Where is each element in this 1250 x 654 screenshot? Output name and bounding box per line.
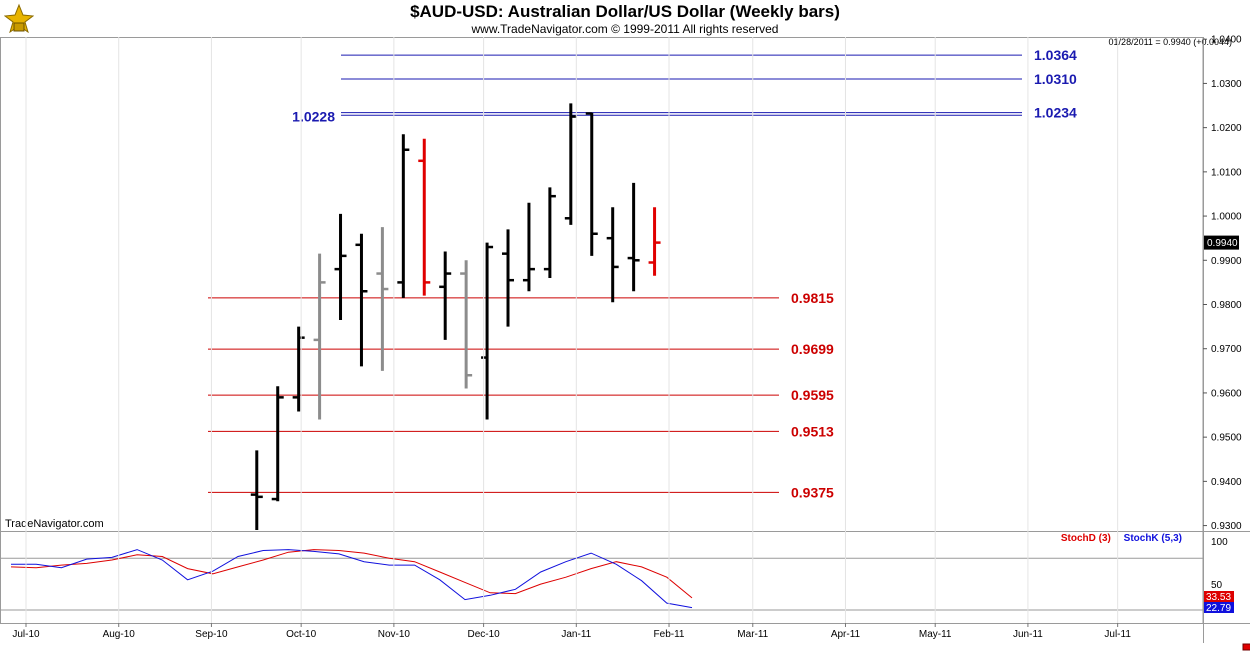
x-tick-label: Mar-11 (737, 629, 768, 640)
brand-watermark: TradeNavigator.com (5, 518, 104, 530)
y-tick-label: 1.0100 (1211, 167, 1242, 178)
x-tick-label: Jun-11 (1013, 629, 1043, 640)
ohlc-bar (460, 260, 473, 389)
ohlc-bar (292, 326, 305, 412)
stoch-d-line (10, 549, 693, 599)
x-tick-label: Sep-10 (195, 629, 228, 640)
ohlc-bar (250, 450, 263, 530)
tradenavigator-logo-icon (4, 3, 34, 33)
x-tick-label: Jan-11 (561, 629, 591, 640)
y-tick-label: 1.0000 (1211, 212, 1242, 223)
ohlc-bar (502, 229, 515, 327)
ohlc-bar (397, 134, 410, 298)
ohlc-bar (481, 242, 494, 420)
ohlc-bar (585, 112, 598, 256)
y-tick-label: 0.9900 (1211, 256, 1242, 267)
stoch-d-legend: StochD (3) (1060, 533, 1111, 544)
fib-label-red: 0.9699 (791, 341, 834, 357)
y-tick-label: 0.9600 (1211, 388, 1242, 399)
ohlc-bars (250, 103, 661, 530)
last-price-box (1204, 235, 1239, 250)
fib-label-red: 0.9595 (791, 387, 834, 403)
y-tick-label: 1.0400 (1211, 35, 1242, 46)
y-tick-label: 0.9300 (1211, 521, 1242, 532)
x-tick-label: Nov-10 (378, 629, 411, 640)
x-tick-label: Feb-11 (654, 629, 685, 640)
ohlc-bar (564, 103, 577, 225)
stoch-d-value: 33.53 (1206, 592, 1231, 603)
y-tick-label: 0.9800 (1211, 300, 1242, 311)
ohlc-bar (543, 187, 556, 278)
fib-label-blue: 1.0310 (1034, 71, 1077, 87)
stoch-tick-label: 50 (1211, 580, 1223, 591)
stoch-tick-label: 100 (1211, 537, 1228, 548)
x-axis: Jul-10 Aug-10 Sep-10 Oct-10 Nov-10 Dec-10 Jan-… (12, 37, 1131, 640)
ohlc-bar (355, 233, 368, 367)
x-tick-label: Apr-11 (831, 629, 861, 640)
y-tick-label: 1.0200 (1211, 123, 1242, 134)
y-axis: 0.9300 0.9400 0.9500 0.9600 0.9700 0.9800 0.99… (1203, 35, 1242, 532)
last-price-label: 0.9940 (1207, 238, 1238, 249)
ohlc-bar (439, 251, 452, 340)
x-tick-label: Oct-10 (286, 629, 316, 640)
ohlc-bar (627, 182, 640, 292)
y-tick-label: 0.9400 (1211, 477, 1242, 488)
fib-levels: 1.0364 1.0310 1.0234 1.0228 0.9815 0.9699 0.95… (208, 47, 1077, 500)
ohlc-bar (606, 207, 619, 303)
stoch-k-line (11, 549, 693, 609)
stoch-d-value-box (1204, 591, 1234, 602)
chart-subtitle: www.TradeNavigator.com © 1999-2011 All r… (471, 22, 779, 36)
x-tick-label: Jul-10 (12, 629, 40, 640)
fib-label-red: 0.9815 (791, 290, 834, 306)
chart-frame (0, 37, 1250, 643)
fib-label-blue: 1.0364 (1034, 47, 1077, 63)
x-tick-label: Jul-11 (1104, 629, 1131, 640)
ohlc-bar (334, 213, 347, 320)
stoch-k-value: 22.79 (1206, 603, 1231, 614)
x-tick-label: Dec-10 (467, 629, 500, 640)
ohlc-bar (313, 253, 326, 420)
fib-label-blue: 1.0234 (1034, 105, 1077, 121)
ohlc-bar (522, 202, 535, 292)
fib-label-blue: 1.0228 (292, 108, 335, 124)
stoch-k-legend: StochK (5,3) (1123, 533, 1182, 544)
ohlc-bar (376, 227, 389, 371)
fib-label-red: 0.9375 (791, 484, 834, 500)
x-tick-label: Aug-10 (103, 629, 136, 640)
ohlc-bar (271, 386, 284, 502)
ohlc-bar (418, 138, 431, 296)
stoch-k-value-box (1204, 602, 1234, 613)
stochastic-legend: StochD (3) StochK (5,3) (1051, 533, 1182, 544)
y-tick-label: 1.0300 (1211, 79, 1242, 90)
y-tick-label: 0.9700 (1211, 344, 1242, 355)
x-tick-label: May-11 (919, 629, 952, 640)
plot-border (0, 37, 1204, 624)
fib-label-red: 0.9513 (791, 423, 834, 439)
chart-title: $AUD-USD: Australian Dollar/US Dollar (W… (410, 2, 840, 21)
ohlc-bar (648, 207, 661, 276)
y-tick-label: 0.9500 (1211, 433, 1242, 444)
last-quote-stamp: 01/28/2011 = 0.9940 (+0.0044) (1108, 37, 1232, 47)
